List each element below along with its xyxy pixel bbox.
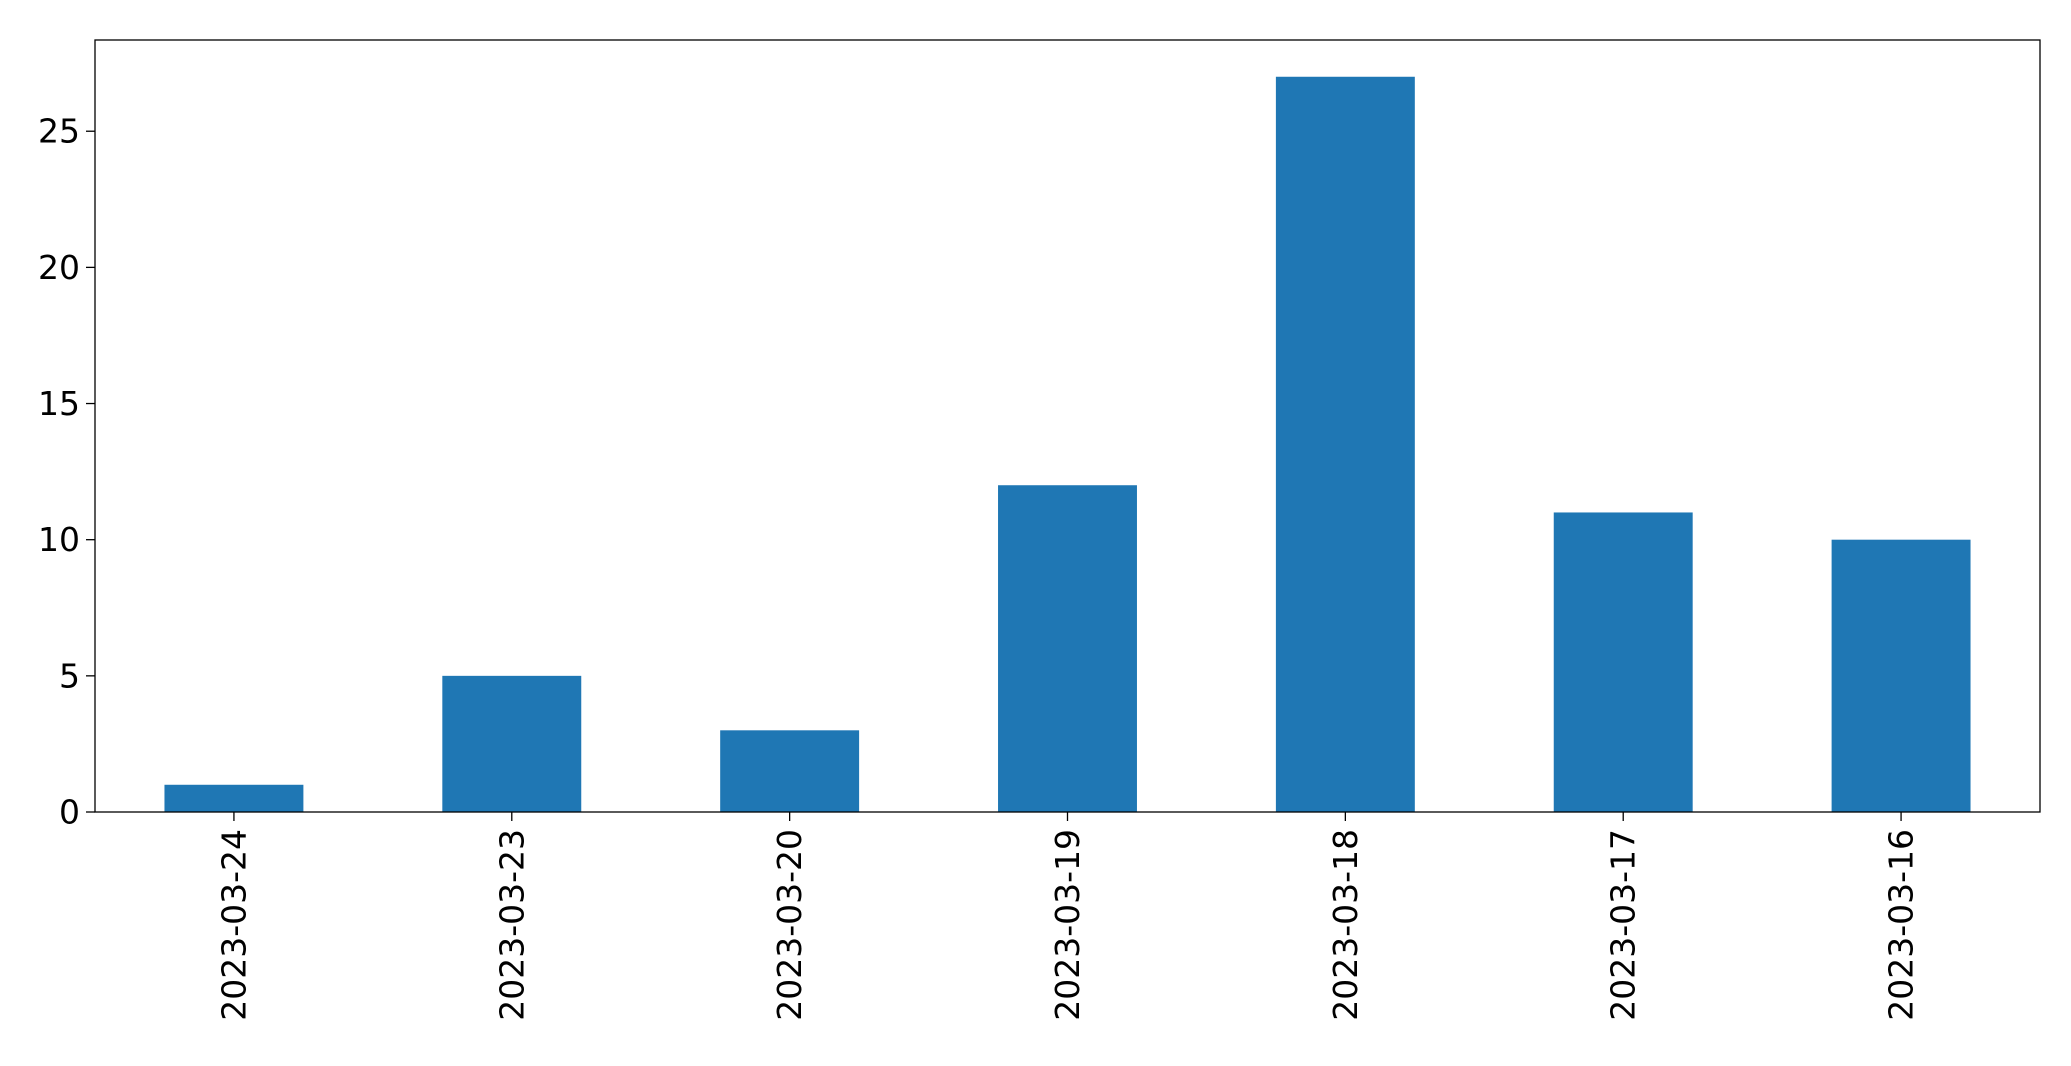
y-tick-label: 25 (38, 112, 80, 151)
plot-frame (94, 39, 2041, 813)
y-tick-label: 20 (38, 248, 80, 287)
x-axis-ticks: 2023-03-24 2023-03-23 2023-03-20 2023-03-19… (214, 812, 1921, 1021)
bar-2023-03-24 (164, 784, 304, 812)
bar-2023-03-23 (442, 675, 582, 812)
y-tick-label: 15 (38, 384, 80, 423)
bar-2023-03-18 (1275, 76, 1415, 812)
x-tick-label: 2023-03-18 (1326, 829, 1365, 1021)
y-tick-label: 5 (59, 656, 80, 695)
x-tick-label: 2023-03-24 (214, 829, 253, 1021)
bar-2023-03-20 (720, 730, 860, 812)
y-tick-label: 10 (38, 520, 80, 559)
x-tick-label: 2023-03-16 (1882, 829, 1921, 1021)
y-axis-ticks: 0 5 10 15 20 25 (38, 112, 95, 832)
bar-2023-03-17 (1553, 512, 1693, 812)
x-tick-label: 2023-03-19 (1048, 829, 1087, 1021)
x-tick-label: 2023-03-23 (492, 829, 531, 1021)
bar-2023-03-16 (1831, 539, 1971, 812)
x-tick-label: 2023-03-17 (1604, 829, 1643, 1021)
y-tick-label: 0 (59, 793, 80, 832)
bar-2023-03-19 (998, 485, 1137, 812)
bars-layer (164, 76, 1971, 812)
x-tick-label: 2023-03-20 (770, 829, 809, 1021)
